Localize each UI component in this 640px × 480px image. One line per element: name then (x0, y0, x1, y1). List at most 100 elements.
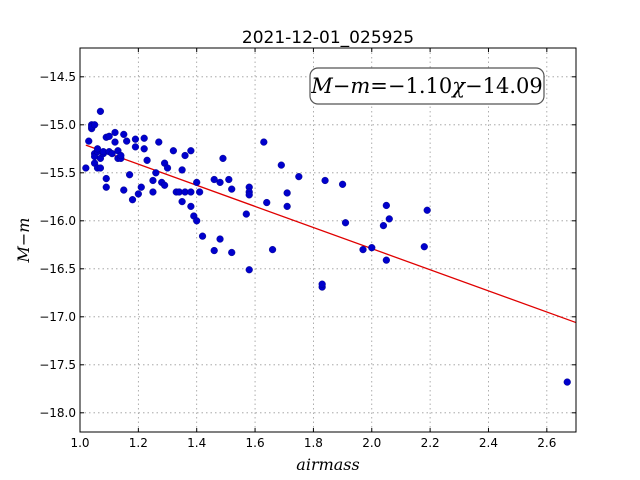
data-point (93, 145, 102, 153)
data-point (295, 173, 303, 181)
data-point (245, 191, 253, 199)
data-point (216, 235, 224, 243)
data-point (216, 178, 224, 187)
data-point (210, 246, 218, 255)
data-point (228, 248, 236, 257)
equation-constant: −14.09 (465, 74, 543, 98)
data-point (385, 215, 393, 223)
data-point (123, 137, 131, 145)
data-point (102, 183, 110, 191)
y-tick-label: −18.0 (39, 406, 76, 420)
y-tick-label: −15.0 (39, 118, 76, 132)
data-point (181, 151, 189, 160)
y-tick-label: −16.0 (39, 214, 76, 228)
x-tick-label: 1.4 (187, 436, 206, 450)
data-point (85, 137, 93, 145)
data-point (193, 178, 201, 187)
data-point (318, 280, 326, 288)
data-point (187, 188, 195, 196)
y-tick-label: −17.5 (39, 358, 76, 372)
data-point (120, 130, 128, 139)
y-tick-label: −17.0 (39, 310, 76, 324)
y-tick-label: −14.5 (39, 70, 76, 84)
data-point (82, 164, 90, 172)
data-point (219, 154, 227, 163)
data-point (178, 198, 186, 206)
data-point (102, 174, 110, 183)
data-point (225, 175, 233, 184)
data-point (178, 166, 186, 174)
x-tick-label: 2.0 (362, 436, 381, 450)
data-point (149, 176, 157, 185)
data-point (260, 138, 268, 146)
x-axis-label: airmass (296, 455, 359, 474)
equation-annotation: M−m=−1.10χ−14.09 (309, 67, 545, 105)
data-point (140, 145, 148, 153)
data-point (155, 138, 163, 146)
data-point (161, 181, 169, 189)
data-point (131, 135, 140, 143)
x-tick-label: 1.2 (129, 436, 148, 450)
x-tick-label: 1.0 (70, 436, 89, 450)
data-point (193, 217, 201, 225)
data-point (152, 169, 160, 177)
data-point (321, 176, 329, 185)
data-point (228, 185, 236, 193)
data-point (126, 171, 134, 179)
data-point (359, 246, 367, 254)
data-point (283, 202, 291, 211)
data-point (137, 183, 145, 191)
data-point (382, 256, 390, 264)
data-point (368, 244, 376, 252)
data-point (382, 201, 390, 210)
data-point (198, 232, 207, 240)
data-point (96, 164, 105, 172)
data-point (134, 190, 142, 198)
data-point (268, 246, 277, 254)
data-point (338, 180, 347, 188)
data-point (143, 156, 151, 164)
y-tick-labels: −14.5 −15.0 −15.5 −16.0 −16.5 −17.0 −17.5 −18.0 (39, 70, 76, 420)
data-point (149, 188, 157, 196)
equation-lhs: M−m (310, 74, 370, 98)
axis-ticks (79, 48, 576, 432)
fit-line (85, 144, 577, 324)
data-point (187, 147, 195, 155)
data-point (245, 266, 253, 274)
data-point (277, 161, 285, 169)
data-point (128, 196, 137, 204)
x-tick-label: 2.6 (537, 436, 556, 450)
data-point (283, 189, 291, 197)
data-point (242, 210, 250, 218)
data-point (117, 151, 125, 160)
data-point (90, 121, 99, 129)
data-point (423, 206, 431, 214)
data-point (210, 175, 218, 184)
data-point (163, 164, 172, 172)
data-point (563, 378, 571, 386)
equation-text: M−m=−1.10χ−14.09 (310, 74, 542, 98)
data-point (111, 138, 119, 146)
equation-variable: χ (450, 74, 466, 98)
data-point (420, 243, 428, 251)
data-point (131, 143, 140, 151)
data-point (379, 222, 388, 230)
x-tick-label: 2.2 (421, 436, 440, 450)
x-tick-label: 2.4 (479, 436, 498, 450)
data-point (105, 132, 113, 140)
x-tick-labels: 1.0 1.2 1.4 1.6 1.8 2.0 2.2 2.4 2.6 (70, 436, 556, 450)
equation-equals: = (370, 74, 388, 98)
data-point (120, 186, 128, 194)
x-tick-label: 1.8 (304, 436, 323, 450)
data-point (187, 202, 195, 211)
equation-coefficient: −1.10 (388, 74, 452, 98)
y-tick-label: −16.5 (39, 262, 76, 276)
data-point (263, 198, 271, 207)
data-point (140, 134, 148, 142)
data-point (169, 147, 177, 155)
data-point (341, 219, 350, 227)
data-point (108, 150, 116, 158)
equation-box (309, 67, 545, 105)
x-tick-label: 1.6 (246, 436, 265, 450)
